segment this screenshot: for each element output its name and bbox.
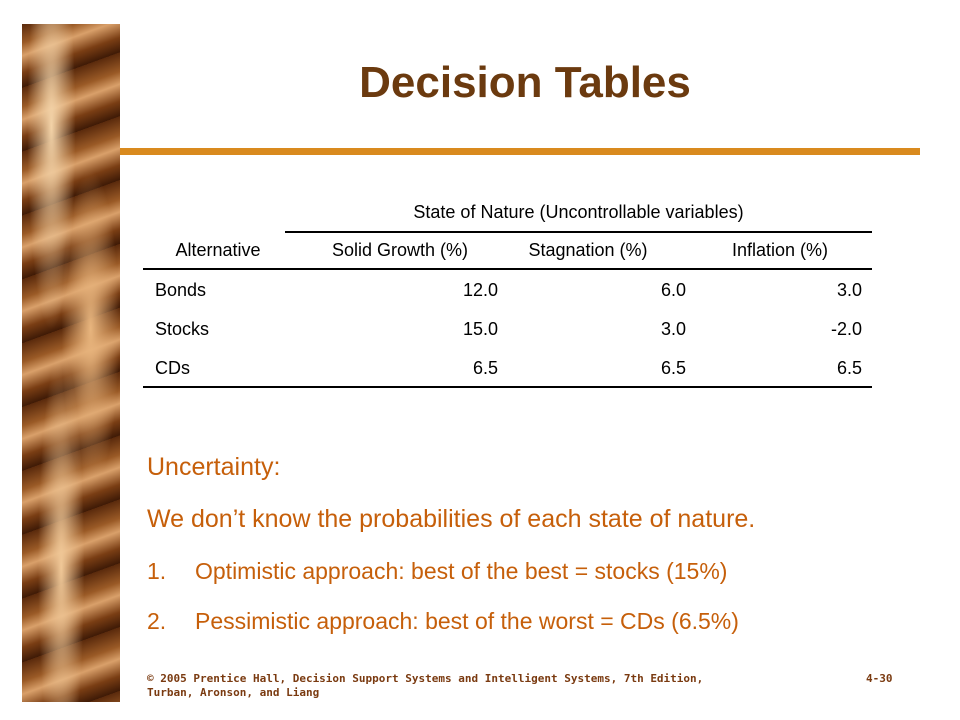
decorative-strip bbox=[22, 24, 120, 702]
table-cell: 3.0 bbox=[660, 319, 686, 339]
column-header: Stagnation (%) bbox=[528, 240, 648, 260]
page-number: 4-30 bbox=[866, 672, 893, 685]
row-label: Bonds bbox=[155, 280, 207, 300]
title-rule bbox=[120, 148, 920, 155]
table-cell: -2.0 bbox=[830, 319, 862, 339]
footer-text: Turban, Aronson, and Liang bbox=[147, 686, 320, 699]
table-rule bbox=[143, 268, 872, 270]
table-cell: 6.5 bbox=[472, 358, 498, 378]
table-cell: 12.0 bbox=[462, 280, 498, 300]
table-cell: 6.5 bbox=[660, 358, 686, 378]
table-cell: 6.0 bbox=[660, 280, 686, 300]
item-number: 2. bbox=[147, 608, 167, 634]
table-cell: 15.0 bbox=[462, 319, 498, 339]
table-cell: 6.5 bbox=[836, 358, 862, 378]
table-rule bbox=[285, 231, 872, 233]
statement: We don’t know the probabilities of each … bbox=[147, 505, 756, 533]
item-text: Pessimistic approach: best of the worst … bbox=[195, 608, 739, 634]
table-rule bbox=[143, 386, 872, 388]
table-cell: 3.0 bbox=[836, 280, 862, 300]
heading: Uncertainty: bbox=[147, 453, 281, 481]
group-header: State of Nature (Uncontrollable variable… bbox=[413, 202, 744, 222]
item-number: 1. bbox=[147, 558, 167, 584]
row-label: Stocks bbox=[155, 319, 210, 339]
item-text: Optimistic approach: best of the best = … bbox=[195, 558, 728, 584]
row-label: CDs bbox=[155, 358, 190, 378]
slide-title: Decision Tables bbox=[359, 58, 691, 107]
column-header: Inflation (%) bbox=[731, 240, 829, 260]
column-header: Solid Growth (%) bbox=[331, 240, 469, 260]
column-header: Alternative bbox=[175, 240, 261, 260]
footer-text: © 2005 Prentice Hall, Decision Support S… bbox=[147, 672, 704, 685]
